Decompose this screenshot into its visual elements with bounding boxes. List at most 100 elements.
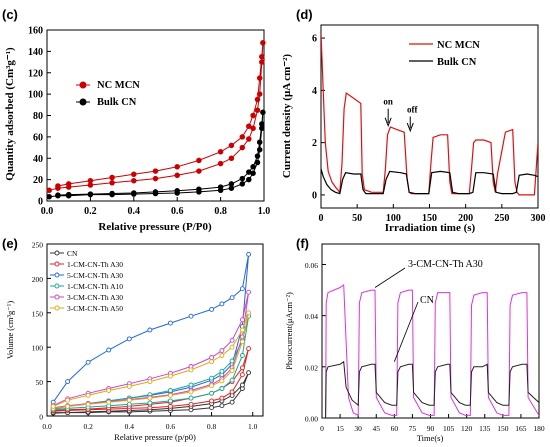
y-tick-label: 150: [32, 309, 44, 318]
data-point: [152, 175, 159, 182]
series-line-0: [322, 283, 539, 418]
data-point: [167, 373, 173, 379]
legend-marker: [79, 81, 87, 89]
data-point: [167, 398, 173, 404]
y-tick-label: 160: [28, 26, 43, 37]
data-point: [167, 392, 173, 398]
data-point: [217, 184, 224, 190]
x-tick-label: 0.8: [207, 422, 217, 431]
legend-marker: [54, 283, 60, 289]
data-point: [250, 164, 256, 170]
plot-frame: [46, 29, 265, 202]
data-point: [106, 399, 112, 405]
data-point: [259, 121, 265, 127]
y-tick-label: 50: [36, 378, 44, 387]
data-point: [250, 112, 256, 119]
data-point: [239, 181, 246, 187]
panel-letter: (d): [296, 7, 313, 22]
data-point: [87, 177, 94, 184]
data-point: [109, 180, 115, 186]
x-tick-label: 200: [458, 213, 473, 224]
data-point: [229, 368, 235, 374]
x-axis-label: Relative pressure (P/P0): [98, 221, 212, 233]
data-point: [256, 139, 263, 145]
data-point: [209, 359, 215, 365]
y-axis-label: Volume (cm³g⁻¹): [5, 301, 15, 359]
annotation-leader: [393, 301, 419, 362]
data-point: [188, 401, 194, 407]
data-point: [85, 359, 91, 365]
data-point: [126, 401, 132, 407]
data-point: [188, 313, 194, 319]
x-tick-label: 75: [409, 424, 417, 433]
x-tick-label: 0.0: [42, 422, 52, 431]
data-point: [188, 367, 194, 373]
data-point: [239, 144, 246, 151]
chart-panel-3: (f) 0 15 30 45 60 75 90 105 120 135 150 165 180 0.00 0.…: [284, 236, 545, 443]
data-point: [239, 382, 245, 388]
x-tick-label: 0.2: [83, 422, 93, 431]
y-tick-label: 250: [32, 241, 44, 250]
series-line-1: [321, 168, 538, 195]
data-point: [55, 192, 61, 198]
y-tick-label: 100: [28, 90, 43, 101]
x-tick-label: 0.6: [171, 206, 184, 217]
data-point: [219, 348, 225, 354]
data-point: [188, 395, 194, 401]
x-tick-label: 105: [443, 424, 455, 433]
y-tick-label: 0.00: [305, 415, 318, 424]
data-point: [65, 397, 71, 403]
x-tick-label: 90: [427, 424, 435, 433]
data-point: [246, 251, 252, 257]
y-tick-label: 40: [33, 154, 43, 165]
data-point: [254, 107, 261, 113]
x-tick-label: 300: [531, 213, 546, 224]
x-tick-label: 0.4: [128, 206, 141, 217]
x-tick-label: 0.0: [41, 206, 54, 217]
plot-frame: [46, 243, 264, 417]
x-axis-label: Time(s): [417, 433, 444, 443]
data-point: [126, 397, 132, 403]
data-point: [239, 175, 246, 182]
data-point: [219, 386, 225, 391]
data-point: [254, 96, 261, 103]
legend-marker: [54, 250, 60, 256]
series-line-0: [321, 32, 538, 196]
x-tick-label: 150: [497, 424, 509, 433]
data-point: [65, 191, 72, 198]
data-point: [219, 378, 225, 384]
data-point: [126, 383, 132, 389]
y-tick-label: 200: [32, 275, 44, 284]
y-tick-label: 80: [33, 111, 43, 122]
data-point: [256, 146, 263, 153]
data-point: [239, 134, 246, 140]
annotation-arrowhead: [406, 122, 414, 133]
y-tick-label: 2: [312, 138, 317, 149]
legend-marker: [54, 305, 60, 311]
data-point: [259, 53, 265, 60]
y-tick-label: 100: [32, 344, 44, 353]
data-point: [50, 403, 56, 409]
y-tick-label: 0: [38, 197, 43, 208]
data-point: [46, 187, 52, 194]
x-tick-label: 50: [352, 213, 362, 224]
data-point: [239, 365, 245, 371]
data-point: [174, 188, 180, 194]
data-point: [85, 392, 91, 398]
data-point: [188, 382, 194, 388]
x-tick-label: 250: [494, 213, 509, 224]
data-point: [85, 401, 91, 407]
data-point: [219, 395, 225, 401]
data-point: [167, 388, 173, 393]
annotation-off: off: [407, 105, 418, 115]
x-tick-label: 0: [319, 213, 324, 224]
legend-label: 3-CM-CN-Th A50: [67, 304, 123, 313]
legend-marker: [79, 98, 87, 106]
data-point: [246, 176, 252, 183]
y-tick-label: 0.02: [305, 363, 318, 372]
legend-marker: [54, 272, 60, 278]
data-point: [228, 181, 235, 187]
x-tick-label: 165: [515, 424, 527, 433]
x-tick-label: 0: [320, 424, 324, 433]
x-tick-label: 100: [386, 213, 401, 224]
